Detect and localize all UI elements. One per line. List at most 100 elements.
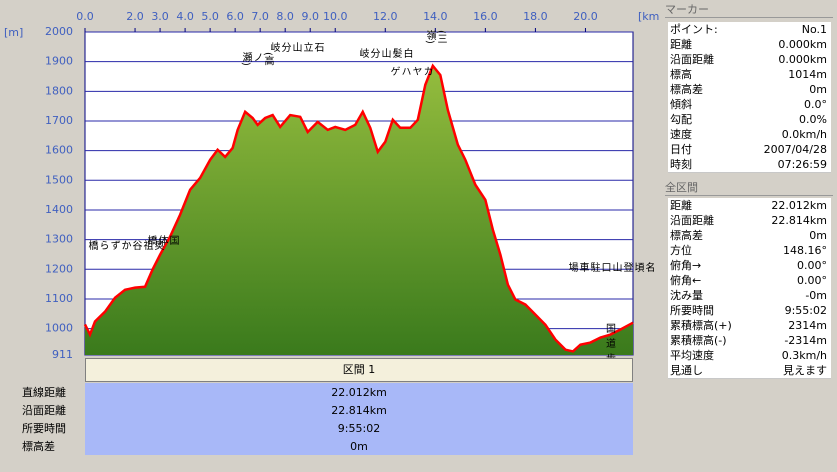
panel-value: No.1 xyxy=(801,23,827,36)
x-tick-label: 16.0 xyxy=(473,10,498,23)
annotation: 国体橋 xyxy=(145,235,178,245)
y-tick-label: 1900 xyxy=(45,55,73,68)
y-tick-label: 1800 xyxy=(45,84,73,97)
panel-row: 速度 0.0km/h xyxy=(668,127,831,143)
y-tick-label: 1000 xyxy=(45,322,73,335)
summary-label: 標高差 xyxy=(22,440,55,453)
x-tick-label: 14.0 xyxy=(423,10,448,23)
panel-value: 22.012km xyxy=(771,199,827,212)
panel-label: 見通し xyxy=(670,364,703,377)
panel-label: 累積標高(-) xyxy=(670,334,727,347)
panel-label: 俯角← xyxy=(670,274,702,287)
x-tick-label: 18.0 xyxy=(523,10,548,23)
panel-value: 07:26:59 xyxy=(777,158,827,171)
panel-value: 9:55:02 xyxy=(784,304,827,317)
panel-label: 標高差 xyxy=(670,83,703,96)
annotation: カヤハゲ xyxy=(388,66,432,76)
panel-label: 平均速度 xyxy=(670,349,714,362)
x-tick-label: 5.0 xyxy=(201,10,219,23)
y-unit: [m] xyxy=(4,26,23,39)
panel-row: 沈み量 -0m xyxy=(668,288,831,304)
chart: [m] [km] 911 1000 1100 1200 1300 1400 1500 1600… xyxy=(4,10,660,360)
panel-label: 所要時間 xyxy=(670,304,714,317)
panel-row: 距離 22.012km xyxy=(668,198,831,214)
panel-label: 俯角→ xyxy=(670,259,702,272)
panel-value: 0m xyxy=(809,229,827,242)
panel-value: 見えます xyxy=(783,364,827,377)
panel-row: 俯角→ 0.00° xyxy=(668,258,831,274)
x-tick-label: 8.0 xyxy=(276,10,294,23)
y-tick-label: 1600 xyxy=(45,144,73,157)
annotation: 石立山分岐 xyxy=(268,42,323,52)
x-tick-label: 20.0 xyxy=(573,10,598,23)
area xyxy=(85,65,633,355)
panel-value: 0.0° xyxy=(804,98,827,111)
panel-label: 速度 xyxy=(670,128,692,141)
panel-row: 俯角← 0.00° xyxy=(668,273,831,289)
panel-row: 沿面距離 22.814km xyxy=(668,213,831,229)
annotation: 白髪山分岐 xyxy=(357,48,412,58)
panel-value: 148.16° xyxy=(783,244,827,257)
panel-value: -2314m xyxy=(784,334,827,347)
x-tick-label: 6.0 xyxy=(226,10,244,23)
panel-title: 全区間 xyxy=(665,180,833,196)
panel-row: 累積標高(+) 2314m xyxy=(668,318,831,334)
panel-row: 沿面距離 0.000km xyxy=(668,52,831,68)
panel-row: 日付 2007/04/28 xyxy=(668,142,831,158)
annotation: 名頃登山口駐車場 xyxy=(566,262,654,272)
summary-value: 9:55:02 xyxy=(337,422,381,435)
panel-label: 標高差 xyxy=(670,229,703,242)
panel-row: 時刻 07:26:59 xyxy=(668,157,831,173)
y-tick-label: 2000 xyxy=(45,25,73,38)
x-tick-label: 12.0 xyxy=(373,10,398,23)
y-tick-label: 1100 xyxy=(45,292,73,305)
x-tick-label: 0.0 xyxy=(76,10,94,23)
panel-value: 2314m xyxy=(788,319,827,332)
profile-line xyxy=(83,63,634,353)
panel-label: 標高 xyxy=(670,68,692,81)
x-tick-label: 3.0 xyxy=(151,10,169,23)
panel-row: 平均速度 0.3km/h xyxy=(668,348,831,364)
panel-value: 1014m xyxy=(788,68,827,81)
x-tick-label: 7.0 xyxy=(251,10,269,23)
panel-row: 傾斜 0.0° xyxy=(668,97,831,113)
panel-value: 0.000km xyxy=(778,53,827,66)
panel-value: 2007/04/28 xyxy=(763,143,827,156)
panel-row: 累積標高(-) -2314m xyxy=(668,333,831,349)
panel-value: 0.000km xyxy=(778,38,827,51)
summary-label: 沿面距離 xyxy=(22,404,66,417)
panel-row: 方位 148.16° xyxy=(668,243,831,259)
summary-header: 区間 1 xyxy=(85,358,633,382)
annotation: (三嶺) xyxy=(424,30,446,44)
panel-title: マーカー xyxy=(665,2,833,18)
annotation: (高ノ瀬) xyxy=(240,52,273,66)
x-tick-label: 2.0 xyxy=(126,10,144,23)
summary-value: 22.814km xyxy=(331,404,387,417)
annotation: 奥祖谷かずら橋 xyxy=(86,240,163,250)
y-tick-label: 1500 xyxy=(45,173,73,186)
panel-value: 0.00° xyxy=(797,259,827,272)
panel-value: 0m xyxy=(809,83,827,96)
panel-value: 22.814km xyxy=(771,214,827,227)
panel-value: 0.3km/h xyxy=(781,349,827,362)
panel-row: 距離 0.000km xyxy=(668,37,831,53)
summary-label: 直線距離 xyxy=(22,386,66,399)
panel-label: ポイント: xyxy=(670,23,718,36)
panel-label: 距離 xyxy=(670,38,692,51)
y-tick-label: 911 xyxy=(52,348,73,360)
panel-row: 勾配 0.0% xyxy=(668,112,831,128)
panel-row: ポイント: No.1 xyxy=(668,22,831,38)
panel-label: 累積標高(+) xyxy=(670,319,732,332)
x-tick-label: 10.0 xyxy=(323,10,348,23)
panel-label: 沿面距離 xyxy=(670,214,714,227)
panel-row: 標高 1014m xyxy=(668,67,831,83)
panel-label: 沈み量 xyxy=(670,289,703,302)
summary-value: 0m xyxy=(350,440,368,453)
panel-row: 標高差 0m xyxy=(668,228,831,244)
summary-body xyxy=(85,383,633,455)
panel-label: 日付 xyxy=(670,143,692,156)
y-tick-label: 1300 xyxy=(45,233,73,246)
panel-label: 傾斜 xyxy=(670,98,692,111)
panel-label: 距離 xyxy=(670,199,692,212)
